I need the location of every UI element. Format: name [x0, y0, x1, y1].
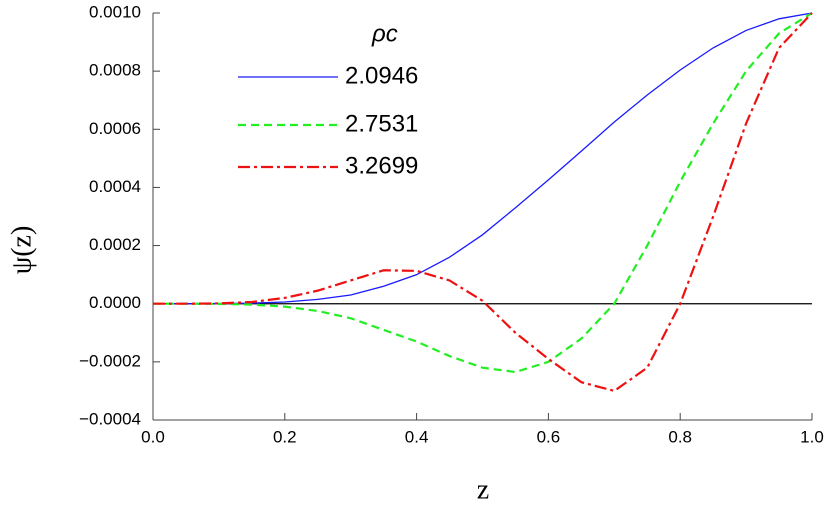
legend-label: 3.2699 [345, 152, 418, 179]
x-tick-label: 0.8 [668, 427, 692, 446]
legend-label: 2.0946 [345, 62, 418, 89]
series-line [153, 12, 813, 374]
series-line [153, 12, 813, 393]
x-tick-label: 0.6 [537, 427, 561, 446]
legend-label: 2.7531 [345, 110, 418, 137]
y-tick-label: 0.0006 [89, 119, 141, 138]
y-tick-label: −0.0004 [79, 409, 141, 428]
x-tick-label: 1.0 [800, 427, 824, 446]
x-tick-label: 0.2 [273, 427, 297, 446]
y-tick-label: 0.0004 [89, 177, 141, 196]
y-tick-label: 0.0008 [89, 61, 141, 80]
series-line [153, 12, 813, 305]
legend-title: ρc [371, 20, 398, 47]
y-tick-label: 0.0010 [89, 2, 141, 21]
y-tick-label: −0.0002 [79, 351, 141, 370]
y-tick-label: 0.0002 [89, 235, 141, 254]
y-axis-label: ψ(z) [6, 226, 37, 275]
y-tick-label: 0.0000 [89, 293, 141, 312]
x-tick-label: 0.4 [405, 427, 429, 446]
x-axis-label: z [477, 474, 489, 505]
x-tick-label: 0.0 [141, 427, 165, 446]
